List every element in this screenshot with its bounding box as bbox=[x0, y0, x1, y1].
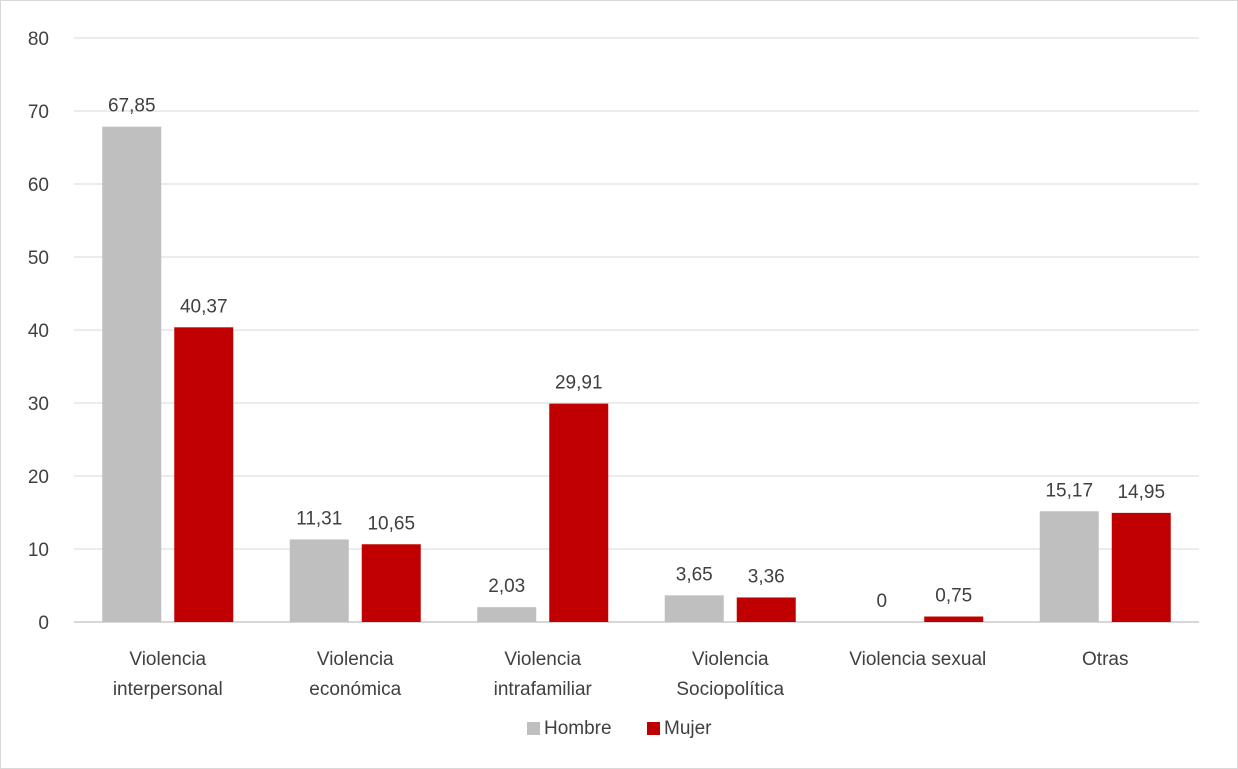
data-label: 11,31 bbox=[296, 508, 342, 529]
data-label: 67,85 bbox=[108, 96, 156, 117]
x-category-label-line: Violencia bbox=[129, 649, 206, 670]
bar-mujer bbox=[361, 544, 421, 622]
data-label: 29,91 bbox=[555, 373, 603, 394]
x-category-label: Violencia intrafamiliar bbox=[494, 649, 593, 700]
bar-mujer bbox=[924, 616, 984, 622]
x-category-label-line: intrafamiliar bbox=[494, 679, 593, 700]
bar-hombre bbox=[664, 595, 724, 622]
y-tick-label: 20 bbox=[28, 467, 49, 488]
x-category-label-line: Violencia bbox=[504, 649, 581, 670]
y-tick-label: 30 bbox=[28, 394, 49, 415]
y-tick-label: 50 bbox=[28, 248, 49, 269]
data-label: 15,17 bbox=[1045, 480, 1093, 501]
bar-mujer bbox=[736, 597, 796, 622]
y-tick-label: 10 bbox=[28, 540, 49, 561]
y-tick-label: 80 bbox=[28, 29, 49, 50]
legend-label-mujer: Mujer bbox=[664, 718, 712, 739]
x-category-label-line: interpersonal bbox=[113, 679, 223, 700]
bar-mujer bbox=[174, 327, 234, 622]
bar-mujer bbox=[1111, 512, 1171, 622]
x-category-label-line: Violencia bbox=[692, 649, 769, 670]
x-category-label: Violencia interpersonal bbox=[113, 649, 223, 700]
data-label: 0 bbox=[876, 591, 887, 612]
data-label: 3,36 bbox=[748, 566, 785, 587]
x-category-label: Violencia económica bbox=[309, 649, 401, 700]
legend-swatch-hombre bbox=[527, 722, 540, 735]
data-label: 14,95 bbox=[1117, 482, 1165, 503]
x-category-label-line: Sociopolítica bbox=[676, 679, 784, 700]
data-label: 40,37 bbox=[180, 296, 228, 317]
x-category-label: Otras bbox=[1082, 649, 1128, 670]
data-label: 2,03 bbox=[488, 576, 525, 597]
x-category-label-line: Violencia bbox=[317, 649, 394, 670]
x-category-label-line: Violencia sexual bbox=[849, 649, 986, 670]
y-tick-label: 0 bbox=[38, 613, 49, 634]
y-tick-label: 40 bbox=[28, 321, 49, 342]
data-label: 3,65 bbox=[676, 564, 713, 585]
bar-mujer bbox=[549, 403, 609, 622]
bar-hombre bbox=[289, 539, 349, 622]
y-tick-label: 60 bbox=[28, 175, 49, 196]
x-category-label-line: Otras bbox=[1082, 649, 1128, 670]
y-tick-label: 70 bbox=[28, 102, 49, 123]
data-label: 10,65 bbox=[367, 513, 415, 534]
legend-label-hombre: Hombre bbox=[544, 718, 612, 739]
bar-hombre bbox=[102, 126, 162, 622]
x-category-label: Violencia sexual bbox=[849, 649, 986, 670]
legend-swatch-mujer bbox=[647, 722, 660, 735]
data-label: 0,75 bbox=[935, 586, 972, 607]
x-category-label-line: económica bbox=[309, 679, 401, 700]
bar-hombre bbox=[477, 607, 537, 622]
bar-hombre bbox=[1039, 511, 1099, 622]
x-category-label: Violencia Sociopolítica bbox=[676, 649, 784, 700]
